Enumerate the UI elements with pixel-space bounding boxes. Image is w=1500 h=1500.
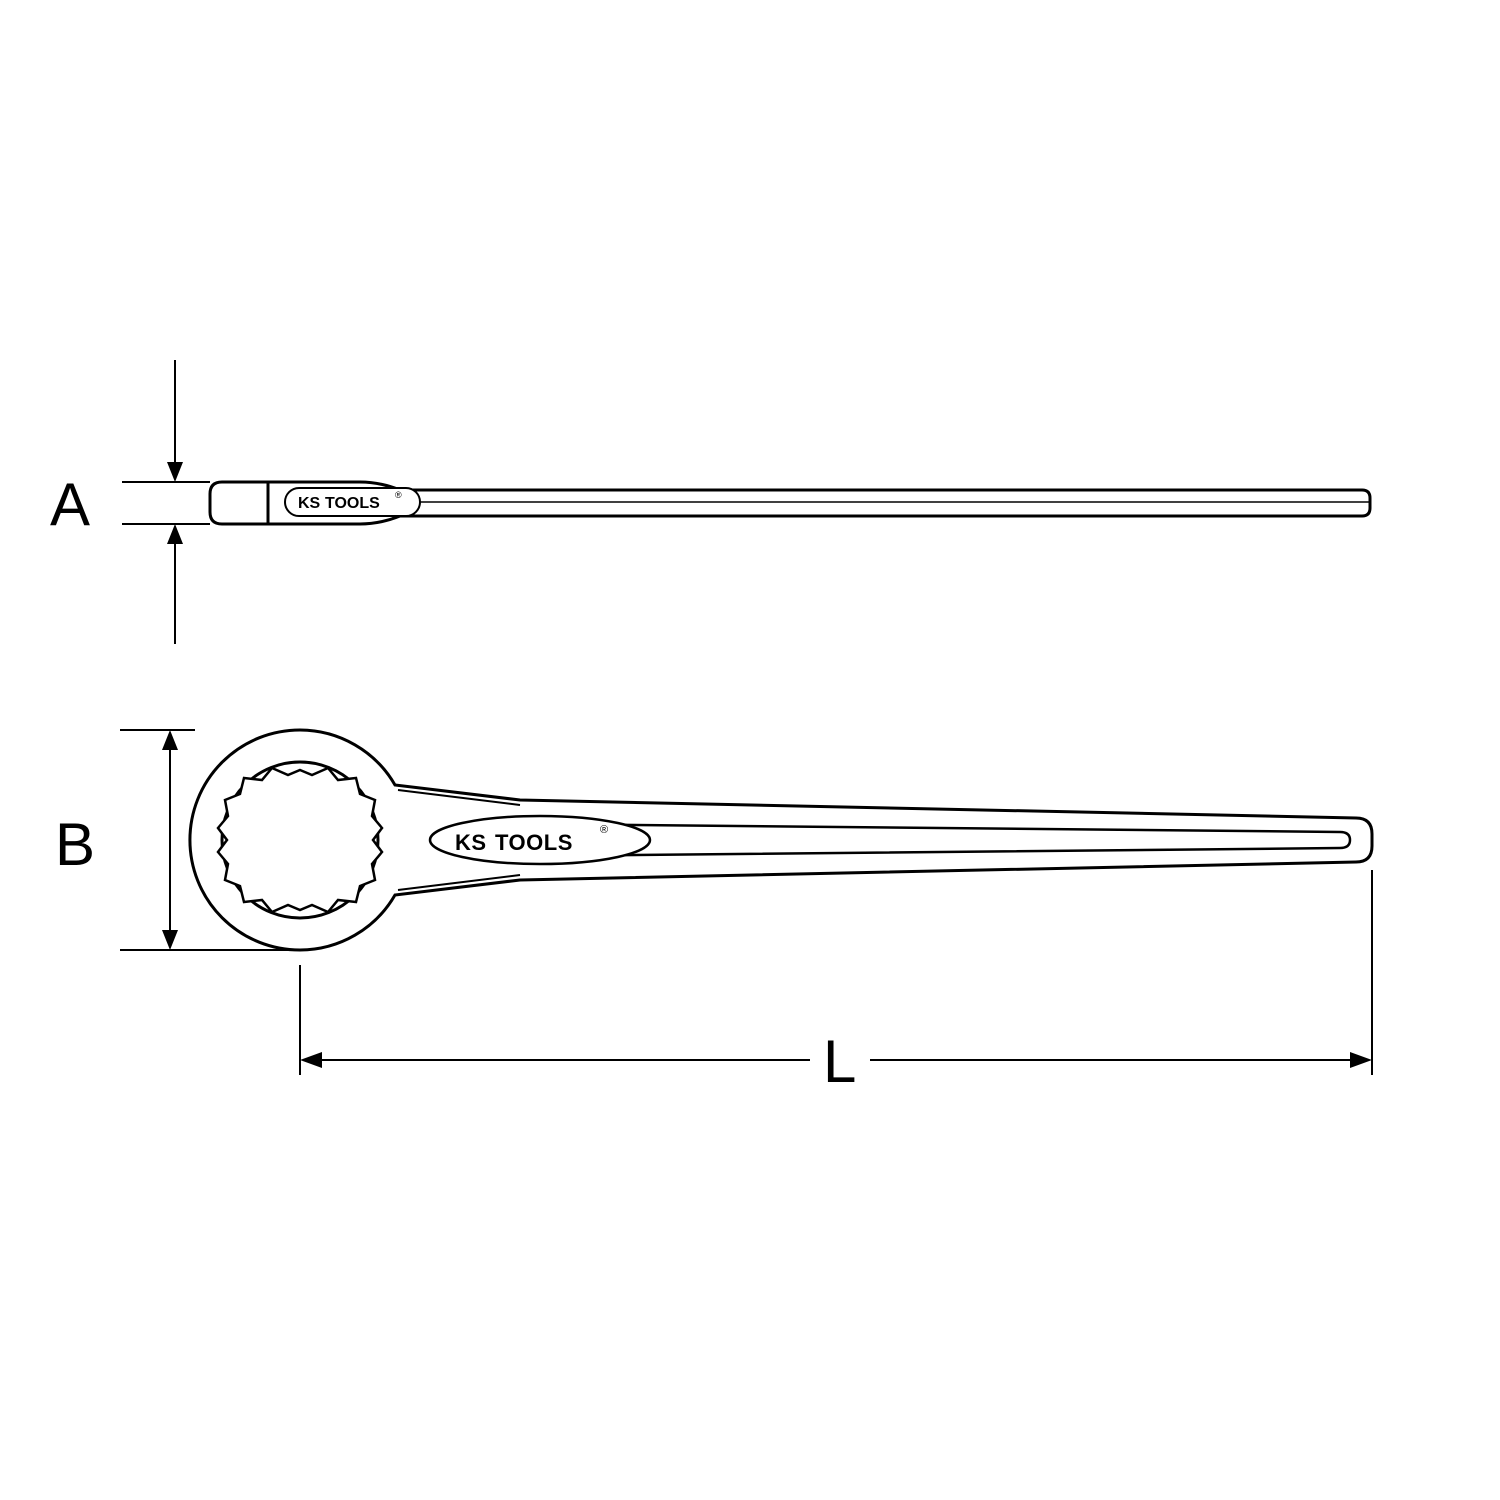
brand-logo-side: KS TOOLS ®	[285, 488, 420, 516]
dim-label-A: A	[50, 471, 90, 538]
ring-socket	[218, 768, 382, 912]
brand-logo-top: KS TOOLS ®	[430, 816, 650, 864]
brand-prefix: KS	[298, 495, 321, 512]
side-view: KS TOOLS ®	[210, 482, 1370, 524]
dim-label-B: B	[55, 811, 95, 878]
brand-prefix-2: KS	[455, 830, 487, 855]
brand-main: TOOLS	[325, 495, 380, 512]
brand-main-2: TOOLS	[495, 830, 573, 855]
brand-reg: ®	[395, 490, 402, 500]
dimension-A: A	[50, 360, 210, 644]
brand-reg-2: ®	[600, 824, 608, 836]
dim-label-L: L	[823, 1028, 856, 1095]
top-view: KS TOOLS ®	[190, 730, 1372, 950]
dimension-L: L	[300, 870, 1372, 1095]
